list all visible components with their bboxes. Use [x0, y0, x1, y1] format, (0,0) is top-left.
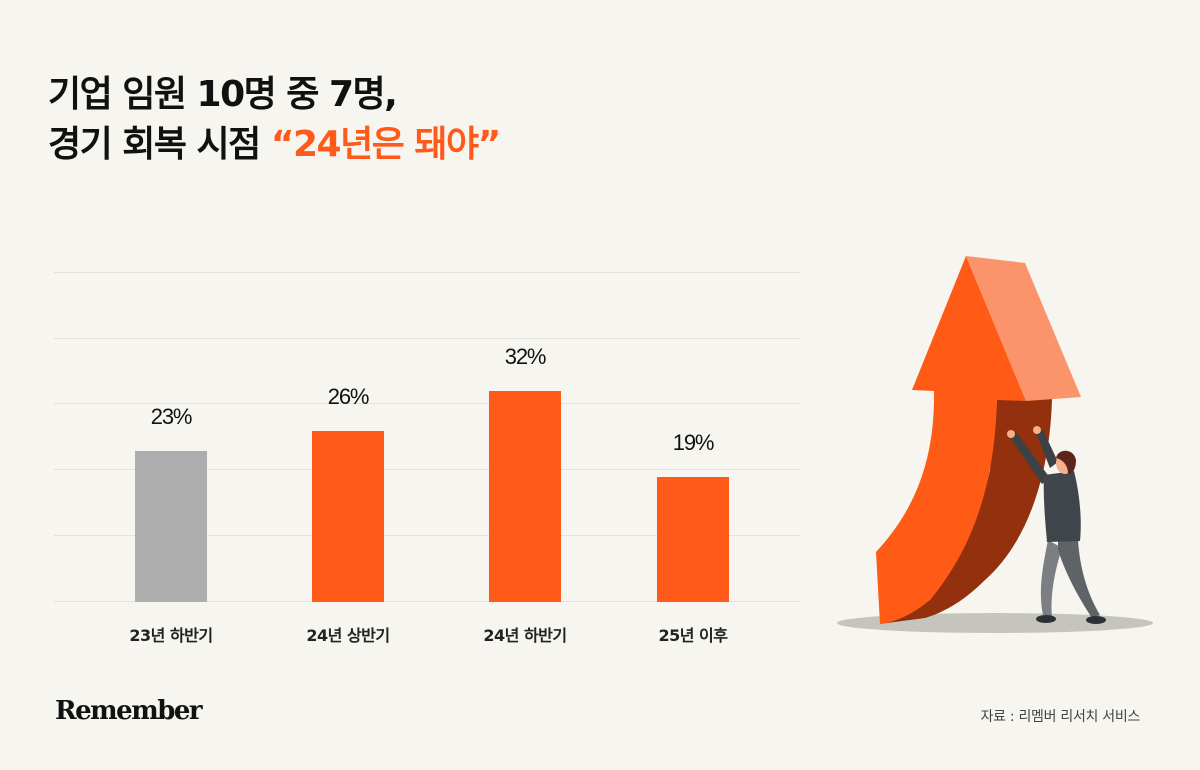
headline-line-2-prefix: 경기 회복 시점 — [48, 124, 271, 165]
gridline — [54, 535, 800, 536]
bar-24h2 — [489, 391, 561, 602]
source-note: 자료 : 리멤버 리서치 서비스 — [980, 709, 1141, 725]
value-label: 26% — [327, 384, 370, 409]
gridline — [54, 338, 800, 339]
bar-23h2 — [135, 451, 207, 602]
arrow-front-icon — [876, 256, 1026, 624]
value-label: 19% — [672, 430, 715, 455]
headline-highlight: “24년은 돼야” — [270, 124, 501, 165]
gridline — [54, 469, 800, 470]
headline-line-2: 경기 회복 시점 “24년은 돼야” — [48, 120, 501, 170]
category-label: 24년 상반기 — [306, 626, 390, 645]
value-label: 23% — [150, 404, 193, 429]
bar-chart: 23% 26% 32% 19% — [54, 272, 800, 602]
category-label: 23년 하반기 — [129, 626, 213, 645]
arrow-head-top-icon — [966, 256, 1081, 401]
arrow-side-icon — [880, 399, 1052, 624]
headline: 기업 임원 10명 중 7명, 경기 회복 시점 “24년은 돼야” — [48, 70, 501, 170]
gridline — [54, 272, 800, 273]
remember-logo: Remember — [55, 696, 203, 726]
headline-line-1: 기업 임원 10명 중 7명, — [48, 74, 398, 115]
bar-24h1 — [312, 431, 384, 602]
value-label: 32% — [504, 344, 547, 369]
baseline — [54, 601, 800, 602]
category-label: 24년 하반기 — [483, 626, 567, 645]
gridline — [54, 403, 800, 404]
man-figure-icon — [1007, 426, 1106, 624]
category-label: 25년 이후 — [658, 626, 729, 645]
bar-25-later — [657, 477, 729, 602]
